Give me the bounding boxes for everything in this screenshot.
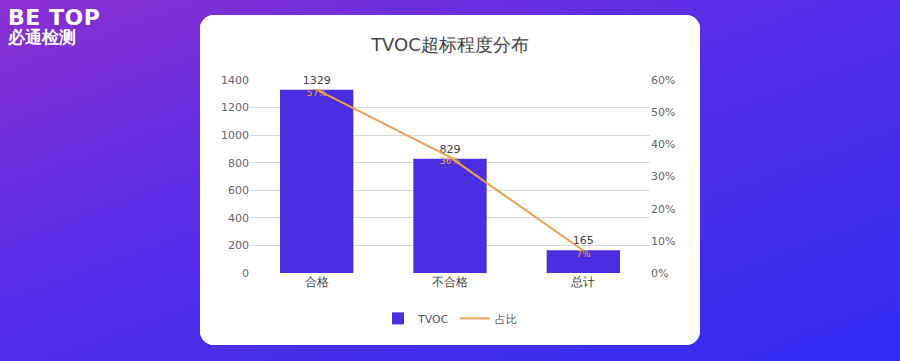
svg-text:30%: 30% [651,170,675,183]
svg-text:占比: 占比 [495,313,517,326]
svg-text:57%: 57% [307,88,327,98]
svg-text:0%: 0% [651,267,668,280]
svg-text:200: 200 [228,239,249,252]
html-text:BE TOP: BE TOP [8,5,101,30]
svg-text:TVOC超标程度分布: TVOC超标程度分布 [370,34,529,55]
svg-text:36%: 36% [440,156,460,166]
svg-text:1000: 1000 [221,129,249,142]
svg-text:10%: 10% [651,235,675,248]
svg-text:1400: 1400 [221,74,249,87]
svg-text:800: 800 [228,157,249,170]
svg-text:0: 0 [242,267,249,280]
svg-text:829: 829 [440,143,461,156]
svg-text:1200: 1200 [221,101,249,114]
html-text:必通检测: 必通检测 [8,27,76,48]
svg-text:总计: 总计 [570,275,595,289]
svg-text:合格: 合格 [305,275,329,289]
svg-text:7%: 7% [576,249,591,259]
svg-text:20%: 20% [651,203,675,216]
svg-text:600: 600 [228,184,249,197]
svg-text:40%: 40% [651,138,675,151]
svg-text:TVOC: TVOC [417,313,449,326]
svg-text:不合格: 不合格 [432,275,468,289]
svg-text:165: 165 [573,234,594,247]
svg-text:1329: 1329 [303,74,331,87]
svg-text:400: 400 [228,212,249,225]
svg-text:50%: 50% [651,106,675,119]
svg-text:60%: 60% [651,74,675,87]
